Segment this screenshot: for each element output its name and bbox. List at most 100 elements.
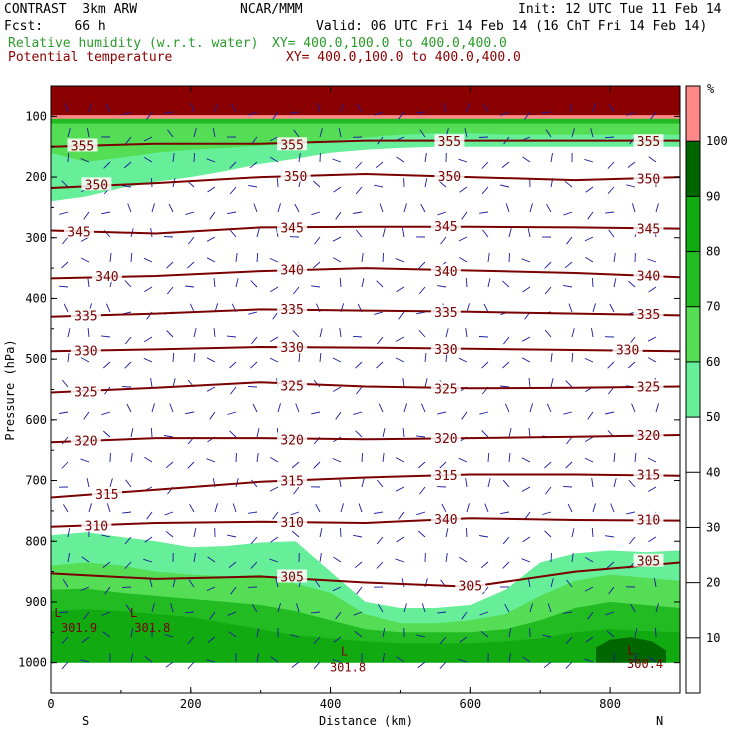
wind-barb: [352, 335, 363, 338]
wind-barb: [187, 636, 195, 645]
low-marker: 301.8: [330, 661, 366, 675]
wind-barb: [521, 457, 531, 463]
wind-barb: [311, 411, 321, 415]
wind-barb: [340, 503, 344, 513]
colorbar-fill-80: [686, 196, 700, 252]
wind-barb: [103, 161, 111, 169]
wind-barb: [550, 578, 554, 588]
wind-barb: [150, 427, 153, 438]
wind-barb: [332, 357, 342, 363]
wind-barb: [487, 253, 490, 263]
wind-barb: [401, 578, 405, 588]
wind-barb: [169, 403, 174, 413]
theta-label-bg: [67, 138, 98, 152]
wind-barb: [319, 528, 323, 538]
wind-barb: [630, 603, 636, 613]
wind-barb: [437, 611, 447, 614]
wind-barb: [332, 257, 342, 263]
wind-barb: [461, 411, 468, 420]
wind-barb: [353, 611, 363, 616]
wind-barb: [230, 386, 237, 395]
wind-barb: [441, 503, 447, 513]
wind-barb: [316, 103, 321, 113]
wind-barb: [545, 129, 552, 138]
wind-barb: [213, 278, 216, 288]
wind-barb: [294, 203, 300, 213]
wind-barb: [584, 436, 594, 442]
wind-barb: [547, 603, 552, 613]
wind-barb: [298, 352, 301, 363]
theta-label-bg: [633, 512, 664, 526]
theta-label: 355: [71, 140, 94, 155]
wind-barb: [125, 604, 132, 613]
low-marker: L: [54, 606, 61, 620]
y-tick-label: 1000: [18, 656, 47, 670]
theta-contour-345: [50, 225, 681, 235]
wind-barb: [655, 403, 660, 413]
theta-label-bg: [280, 168, 311, 182]
wind-barb: [355, 161, 363, 169]
wind-barb: [382, 252, 385, 263]
wind-barb: [416, 435, 426, 438]
wind-barb: [508, 428, 512, 438]
wind-barb: [270, 656, 279, 663]
wind-barb: [269, 486, 279, 492]
wind-barb: [396, 536, 405, 543]
wind-barb: [648, 536, 657, 543]
wind-barb: [606, 630, 615, 638]
wind-barb: [508, 228, 512, 238]
theta-label-bg: [277, 378, 308, 392]
wind-barb: [124, 536, 132, 545]
wind-barb: [522, 656, 531, 663]
x-tick-label: 600: [459, 697, 481, 711]
wind-barb: [571, 128, 575, 138]
colorbar-label: 60: [706, 355, 720, 369]
wind-barb: [395, 336, 405, 342]
wind-barb: [226, 335, 237, 338]
wind-barb: [319, 128, 323, 138]
wind-barb: [402, 427, 405, 438]
wind-barb: [122, 511, 132, 514]
wind-barb: [333, 186, 342, 193]
wind-barb: [166, 261, 174, 269]
wind-barb: [229, 361, 237, 369]
wind-barb: [587, 611, 594, 620]
wind-barb: [478, 136, 489, 138]
wind-barb: [144, 157, 153, 163]
wind-barb: [206, 357, 216, 363]
theta-contour-355: [50, 139, 680, 148]
wind-barb: [567, 503, 573, 513]
wind-barb: [206, 257, 216, 263]
wind-barb: [458, 658, 468, 663]
wind-barb: [235, 278, 239, 288]
theta-label-bg: [81, 518, 112, 532]
wind-barb: [487, 278, 491, 288]
low-marker: L: [130, 606, 137, 620]
theta-labels-layer: 355 355 355 355 350 350 350 350 345 345 345 345 340 3…: [54, 134, 664, 675]
wind-barb: [166, 330, 174, 338]
colorbar-fill-100: [686, 86, 700, 142]
wind-barb: [524, 111, 531, 120]
wind-barb: [165, 661, 174, 668]
wind-barb: [207, 556, 216, 563]
wind-barb: [256, 428, 260, 438]
theta-label: 350: [284, 170, 307, 185]
theta-label: 310: [85, 520, 108, 535]
wind-barb: [592, 103, 596, 113]
wind-barb: [144, 456, 153, 463]
wind-barb: [335, 411, 342, 420]
wind-barb: [269, 457, 279, 463]
wind-barb: [277, 603, 281, 613]
wind-barb: [166, 286, 174, 295]
valid-time: Valid: 06 UTC Fri 14 Feb 14 (16 ChT Fri …: [316, 19, 708, 34]
wind-barb: [109, 478, 113, 488]
wind-barb: [340, 527, 342, 538]
wind-barb: [585, 636, 594, 643]
colorbar-frame: [685, 85, 701, 694]
wind-barb: [443, 103, 447, 113]
wind-barb: [209, 211, 216, 220]
wind-barb: [193, 128, 197, 138]
wind-barb: [189, 303, 195, 313]
wind-barb: [88, 103, 92, 113]
wind-barb: [64, 103, 69, 113]
